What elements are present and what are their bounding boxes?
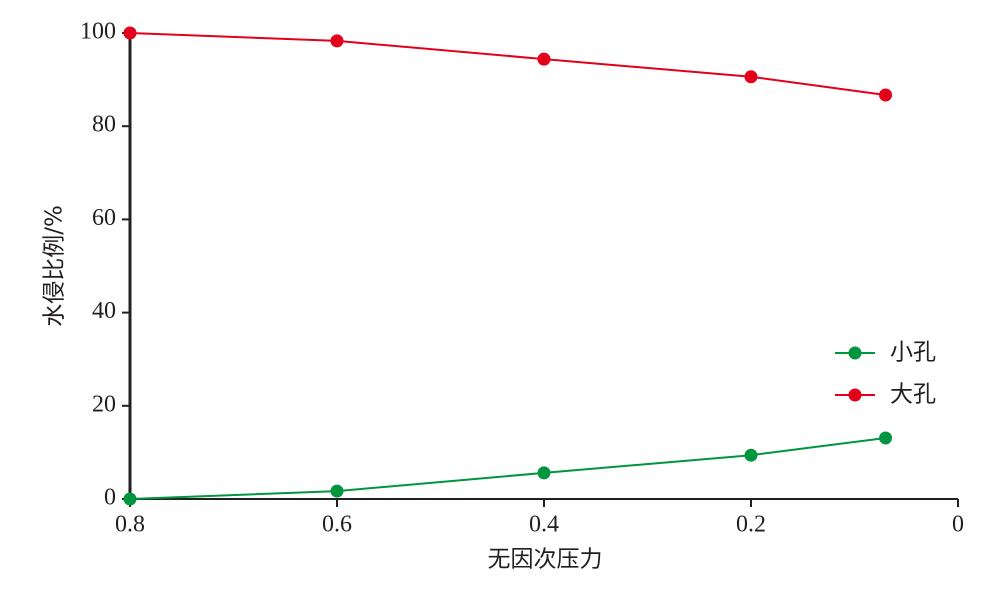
legend-marker <box>848 346 862 360</box>
x-tick-label: 0.8 <box>115 512 145 538</box>
y-tick-label: 40 <box>92 298 116 324</box>
x-tick-label: 0.4 <box>529 512 559 538</box>
data-point <box>330 484 344 498</box>
x-tick-label: 0 <box>952 512 964 538</box>
data-point <box>537 52 551 66</box>
series-line <box>129 436 886 500</box>
y-tick-label: 80 <box>92 112 116 138</box>
y-tick-label: 20 <box>92 391 116 417</box>
legend-label: 小孔 <box>890 340 936 366</box>
data-point <box>537 466 551 480</box>
y-axis-label: 水侵比例/% <box>42 205 68 327</box>
data-point <box>330 34 344 48</box>
series-line <box>129 32 886 96</box>
y-tick-label: 60 <box>92 205 116 231</box>
data-point <box>879 431 893 445</box>
y-tick-label: 100 <box>80 19 116 45</box>
legend-marker <box>848 388 862 402</box>
data-point <box>744 448 758 462</box>
data-point <box>123 26 137 40</box>
x-tick-label: 0.2 <box>736 512 766 538</box>
legend-label: 大孔 <box>890 382 936 408</box>
data-point <box>879 88 893 102</box>
y-tick-label: 0 <box>104 485 116 511</box>
x-tick-label: 0.6 <box>322 512 352 538</box>
x-axis-label: 无因次压力 <box>488 547 603 573</box>
data-point <box>744 70 758 84</box>
data-point <box>123 492 137 506</box>
